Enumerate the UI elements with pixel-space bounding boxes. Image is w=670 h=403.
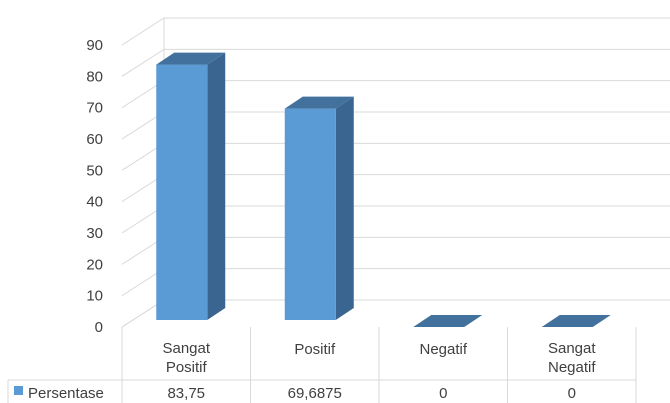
value-label: 69,6875 <box>288 385 342 402</box>
value-label: 0 <box>568 385 576 402</box>
legend-swatch <box>14 386 23 395</box>
y-tick-label: 0 <box>95 319 103 336</box>
bar-top <box>541 315 611 327</box>
legend-series-name: Persentase <box>28 385 104 402</box>
data-table: Sangat Positif 83,75 Positif 69,6875 Negatif 0… <box>7 327 637 403</box>
bar <box>284 108 336 320</box>
bars <box>156 52 611 327</box>
bar-top <box>284 96 354 109</box>
y-tick-label: 80 <box>86 68 103 85</box>
gridline <box>121 48 670 77</box>
gridline <box>121 17 670 46</box>
bar-top <box>156 52 226 65</box>
bar-side <box>335 96 354 320</box>
value-label: 83,75 <box>167 385 205 402</box>
category-label: Sangat Positif <box>162 340 210 376</box>
category-label: Positif <box>294 341 336 358</box>
y-tick-label: 20 <box>86 256 103 273</box>
y-tick-label: 10 <box>86 288 103 305</box>
y-tick-label: 70 <box>86 100 103 117</box>
bar-top <box>413 315 483 327</box>
category-label: Negatif <box>419 341 467 358</box>
bar-side <box>207 52 226 320</box>
category-label: Sangat Negatif <box>548 340 596 376</box>
y-tick-label: 90 <box>86 37 103 54</box>
value-label: 0 <box>439 385 447 402</box>
y-tick-label: 40 <box>86 194 103 211</box>
bar <box>156 64 208 320</box>
y-tick-label: 50 <box>86 162 103 179</box>
y-tick-label: 60 <box>86 131 103 148</box>
y-axis-ticks: 0 10 20 30 40 50 60 70 80 90 <box>86 37 103 336</box>
y-tick-label: 30 <box>86 225 103 242</box>
